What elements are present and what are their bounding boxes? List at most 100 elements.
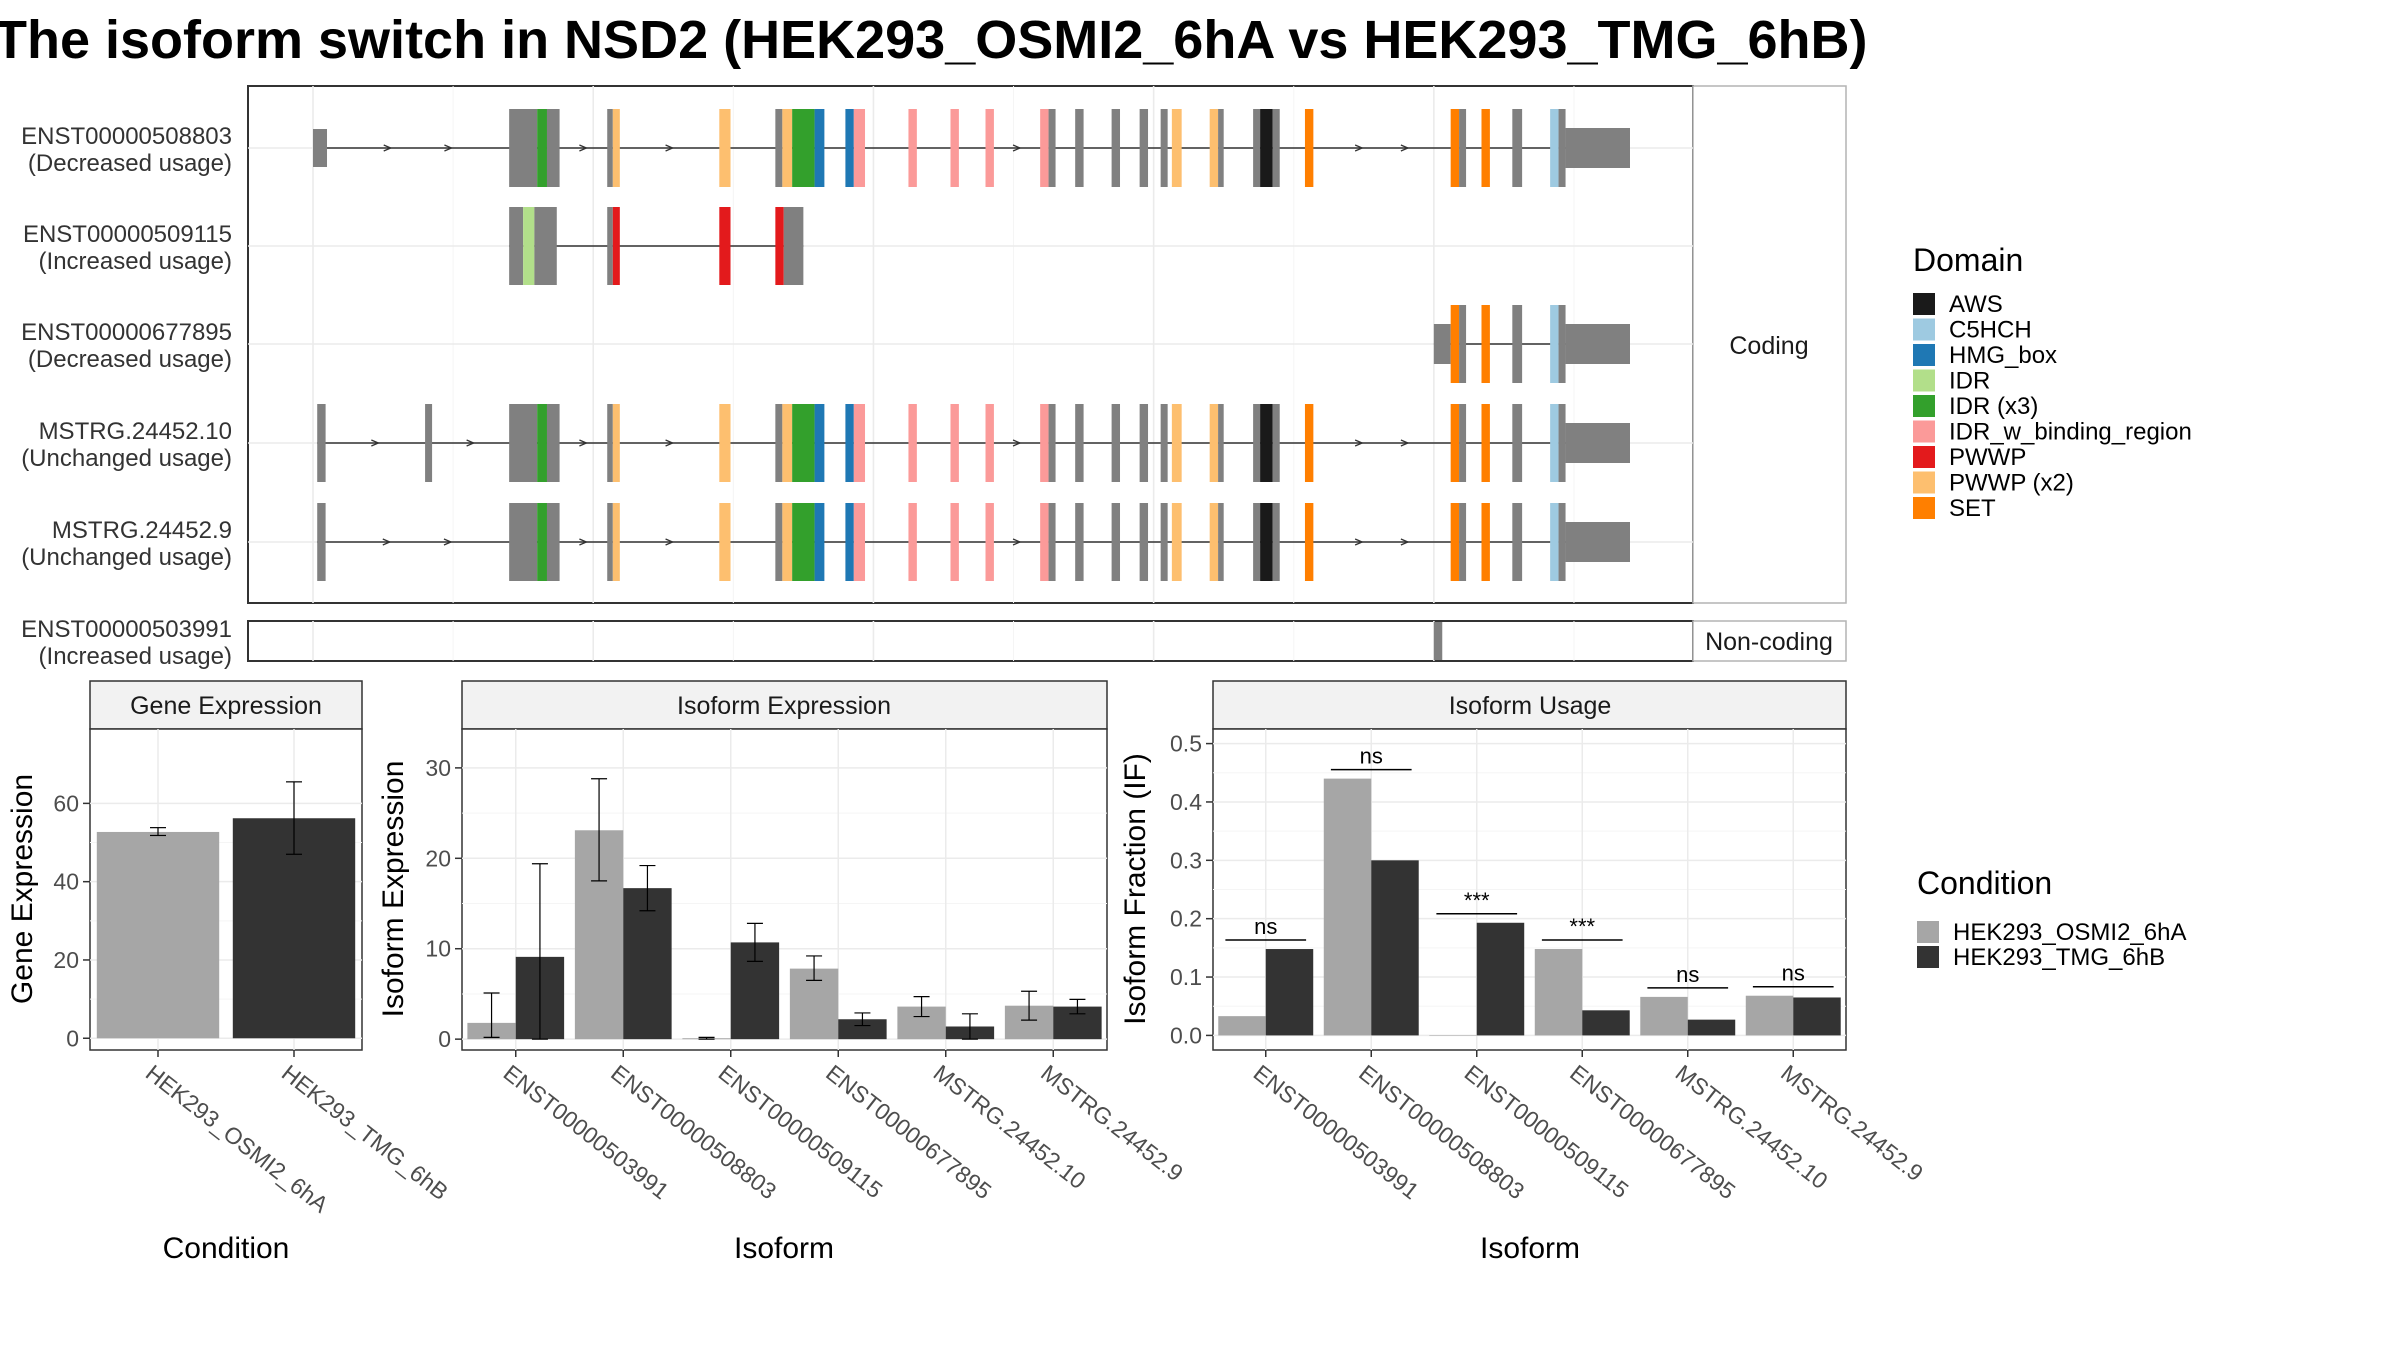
exon-idr-w-binding-region <box>853 404 866 482</box>
exon-none <box>546 404 560 482</box>
exon-idr-x3 <box>537 503 547 581</box>
isoform-usage-xlabel: Isoform <box>1480 1232 1580 1265</box>
exon-none <box>509 404 538 482</box>
exon-none <box>509 503 538 581</box>
exon-none <box>1272 404 1280 482</box>
exon-idr-w-binding-region <box>985 404 994 482</box>
exon-pwwp-x2 <box>719 404 731 482</box>
significance-label: *** <box>1464 888 1490 913</box>
domain-legend-key-c5hch <box>1913 318 1935 341</box>
bar-hek293-tmg-6hb <box>1582 1010 1630 1036</box>
exon-none <box>1459 305 1467 383</box>
exon-none <box>1048 109 1056 187</box>
exon-pwwp-x2 <box>1171 404 1182 482</box>
transcript-usage-label: (Decreased usage) <box>28 150 232 177</box>
y-tick-label: 10 <box>425 936 451 962</box>
exon-pwwp-x2 <box>782 503 793 581</box>
transcript-enst00000508803: ENST00000508803(Decreased usage) <box>21 109 1630 187</box>
exon-none <box>1459 503 1467 581</box>
noncoding-strip-label: Non-coding <box>1705 628 1833 656</box>
exon-none <box>509 109 538 187</box>
exon-idr-x3 <box>792 404 815 482</box>
transcript-label: ENST00000503991 <box>21 616 232 643</box>
strand-arrow <box>1012 439 1022 447</box>
isoform-expression-strip <box>461 680 1108 730</box>
bar-hek293-tmg-6hb <box>1371 860 1419 1036</box>
exon-none <box>607 109 613 187</box>
exon-none <box>1433 622 1443 660</box>
exon-idr-x3 <box>537 109 547 187</box>
transcript-enst00000509115: ENST00000509115(Increased usage) <box>23 207 804 285</box>
y-tick-label: 0.4 <box>1170 789 1202 815</box>
exon-idr-w-binding-region <box>908 109 917 187</box>
exon-set <box>1481 503 1490 581</box>
exon-aws <box>1260 503 1273 581</box>
exon-idr-w-binding-region <box>950 404 959 482</box>
bar-hek293-tmg-6hb <box>1265 949 1314 1036</box>
exon-none <box>1075 109 1084 187</box>
domain-legend-label: AWS <box>1949 291 2003 318</box>
exon-none <box>1558 404 1566 482</box>
domain-legend-key-hmg-box <box>1913 344 1935 366</box>
domain-legend-label: IDR (x3) <box>1949 393 2038 420</box>
exon-none <box>534 207 557 285</box>
isoform-expression-ylabel: Isoform Expression <box>377 761 410 1018</box>
exon-none <box>1111 404 1121 482</box>
exon-pwwp-x2 <box>719 503 731 581</box>
strand-arrow <box>383 144 393 152</box>
condition-legend-key <box>1917 921 1939 943</box>
bar-hek293-osmi2-6ha <box>1640 996 1688 1036</box>
exon-none <box>1565 128 1630 168</box>
strand-arrow <box>579 538 589 546</box>
significance-label: ns <box>1782 961 1805 986</box>
exon-none <box>1075 503 1084 581</box>
exon-set <box>1450 305 1460 383</box>
domain-legend-key-idr <box>1913 369 1935 392</box>
exon-idr-w-binding-region <box>950 109 959 187</box>
exon-none <box>783 207 804 285</box>
exon-pwwp-x2 <box>782 109 793 187</box>
error-bar <box>698 1036 715 1040</box>
y-tick-label: 0.1 <box>1170 964 1202 990</box>
bar-hek293-tmg-6hb <box>232 818 356 1039</box>
exon-set <box>1450 109 1460 187</box>
isoform-expression-plot-area <box>461 728 1108 1051</box>
exon-none <box>607 207 613 285</box>
exon-set <box>1450 404 1460 482</box>
exon-pwwp <box>612 207 620 285</box>
exon-c5hch <box>1550 503 1559 581</box>
significance-label: ns <box>1676 962 1699 987</box>
transcript-label: ENST00000677895 <box>21 319 232 346</box>
domain-legend-key-aws <box>1913 293 1935 315</box>
exon-hmg-box <box>814 503 825 581</box>
exon-pwwp-x2 <box>719 109 731 187</box>
gene-expression-ylabel: Gene Expression <box>6 774 39 1004</box>
bar-hek293-osmi2-6ha <box>1429 1035 1477 1036</box>
bar-hek293-tmg-6hb <box>623 888 672 1040</box>
exon-none <box>317 404 326 482</box>
transcript-enst00000677895: ENST00000677895(Decreased usage) <box>21 305 1630 383</box>
y-tick-label: 0.0 <box>1170 1022 1202 1048</box>
bar-hek293-osmi2-6ha <box>1218 1016 1266 1036</box>
exon-none <box>1111 503 1121 581</box>
gene-expression-title: Gene Expression <box>130 692 322 720</box>
strand-arrow <box>579 144 589 152</box>
strand-arrow <box>1354 538 1364 546</box>
exon-idr-x3 <box>537 404 547 482</box>
exon-none <box>425 404 433 482</box>
exon-none <box>1512 109 1523 187</box>
error-bar <box>961 1013 978 1040</box>
domain-legend-title: Domain <box>1913 242 2023 278</box>
transcript-usage-label: (Increased usage) <box>39 643 232 670</box>
significance-label: ns <box>1254 914 1277 939</box>
isoform-usage-strip <box>1212 680 1847 730</box>
condition-legend-label: HEK293_OSMI2_6hA <box>1953 919 2186 946</box>
error-bar <box>746 922 763 962</box>
exon-set <box>1481 305 1490 383</box>
domain-legend-label: HMG_box <box>1949 342 2057 369</box>
exon-none <box>1218 404 1224 482</box>
exon-none <box>607 404 613 482</box>
transcript-label: ENST00000508803 <box>21 123 232 150</box>
exon-none <box>509 207 524 285</box>
